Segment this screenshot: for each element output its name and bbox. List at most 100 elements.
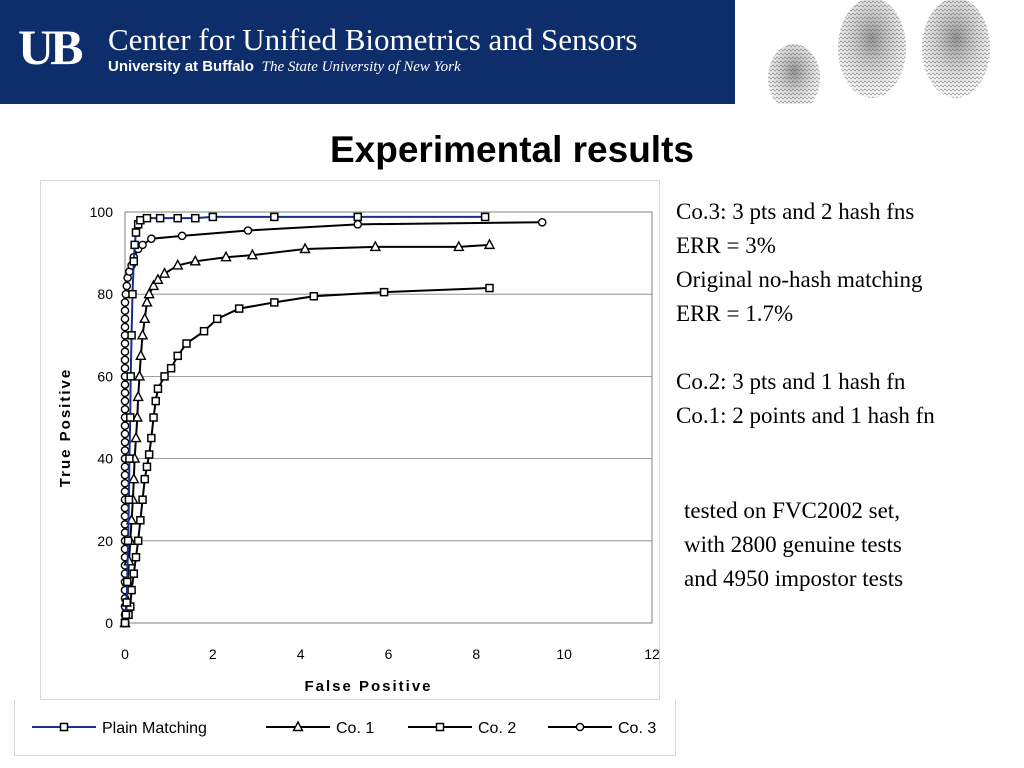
series-plain-matching	[120, 212, 490, 628]
data-point	[485, 283, 494, 293]
slide-title: Experimental results	[330, 129, 694, 170]
data-point	[158, 267, 171, 278]
data-point	[537, 217, 547, 227]
data-point	[243, 226, 253, 235]
data-point	[138, 240, 147, 250]
data-point	[575, 722, 585, 732]
data-point	[435, 722, 445, 732]
data-point	[132, 390, 144, 402]
university-name: University at Buffalo	[108, 58, 254, 75]
data-point	[120, 437, 130, 447]
x-tick-label: 12	[644, 646, 660, 662]
data-point	[135, 349, 147, 361]
data-point	[160, 372, 169, 381]
center-name: Center for Unified Biometrics and Sensor…	[108, 22, 638, 57]
data-point	[120, 347, 130, 357]
data-point	[131, 228, 141, 237]
y-tick-label: 60	[97, 368, 113, 384]
x-tick-label: 8	[472, 646, 480, 662]
university-subtitle: The State University of New York	[261, 59, 461, 75]
data-point	[120, 355, 130, 365]
data-point	[130, 240, 139, 250]
x-tick-label: 10	[556, 646, 572, 662]
data-point	[125, 454, 134, 463]
data-point	[369, 240, 381, 252]
data-point	[299, 242, 311, 254]
data-point	[142, 462, 152, 472]
y-tick-label: 80	[97, 286, 113, 302]
x-axis-title: False Positive	[304, 678, 432, 695]
data-point	[128, 472, 140, 484]
data-point	[120, 396, 130, 406]
data-point	[124, 495, 134, 504]
data-point	[182, 339, 191, 348]
data-point	[126, 372, 135, 381]
data-point	[129, 569, 139, 578]
data-point	[128, 289, 137, 299]
plot-area	[124, 211, 653, 624]
data-point	[144, 450, 154, 459]
data-point	[122, 577, 132, 587]
data-point	[120, 380, 130, 389]
data-point	[191, 213, 200, 223]
data-point	[120, 363, 130, 373]
data-point	[140, 474, 150, 484]
data-point	[120, 478, 130, 488]
data-point	[173, 213, 182, 223]
data-point	[208, 212, 218, 222]
data-point	[131, 411, 143, 422]
legend-item: Co. 2	[408, 720, 516, 737]
data-point	[379, 287, 389, 297]
note-co1: Co.1: 2 points and 1 hash fn	[676, 403, 935, 428]
data-point	[141, 295, 153, 307]
fingerprints-image	[768, 0, 990, 104]
data-point	[149, 413, 158, 422]
university-line: University at Buffalo The State Universi…	[108, 58, 461, 76]
data-point	[131, 552, 141, 562]
x-tick-label: 0	[121, 646, 129, 662]
x-tick-label: 4	[297, 646, 305, 662]
data-point	[172, 258, 184, 270]
data-point	[153, 384, 163, 393]
legend-item: Plain Matching	[32, 720, 207, 737]
legend-label: Plain Matching	[102, 720, 207, 737]
ub-logo: UB	[18, 19, 83, 75]
data-point	[120, 462, 130, 472]
data-point	[120, 339, 130, 348]
data-point	[138, 495, 147, 504]
data-point	[120, 618, 130, 628]
data-point	[121, 610, 131, 620]
data-point	[133, 536, 143, 546]
legend-item: Co. 3	[548, 720, 656, 737]
x-tick-label: 2	[209, 646, 217, 662]
data-point	[139, 312, 151, 324]
note-tested: tested on FVC2002 set,	[684, 498, 900, 523]
note-impostor: and 4950 impostor tests	[684, 566, 904, 591]
data-point	[155, 213, 165, 223]
data-point	[270, 298, 279, 307]
data-point	[142, 213, 152, 223]
data-point	[143, 287, 155, 299]
data-point	[246, 248, 259, 260]
data-point	[480, 212, 490, 222]
data-point	[129, 257, 139, 266]
data-point	[133, 369, 146, 381]
notes-block-1: Co.3: 3 pts and 2 hash fns ERR = 3% Orig…	[676, 195, 935, 433]
y-axis-title: True Positive	[57, 368, 74, 487]
data-point	[120, 322, 130, 332]
x-tick-label: 6	[385, 646, 393, 662]
data-point	[147, 279, 160, 291]
data-point	[127, 331, 136, 340]
data-point	[136, 516, 145, 525]
y-tick-label: 0	[105, 615, 113, 631]
data-point	[147, 433, 156, 443]
data-point	[120, 429, 130, 439]
data-point	[309, 292, 319, 301]
data-point	[120, 298, 130, 307]
header-banner: UB Center for Unified Biometrics and Sen…	[0, 0, 735, 104]
data-point	[120, 388, 130, 398]
data-point	[136, 328, 149, 340]
notes-block-2: tested on FVC2002 set, with 2800 genuine…	[684, 494, 903, 596]
data-point	[292, 720, 304, 732]
